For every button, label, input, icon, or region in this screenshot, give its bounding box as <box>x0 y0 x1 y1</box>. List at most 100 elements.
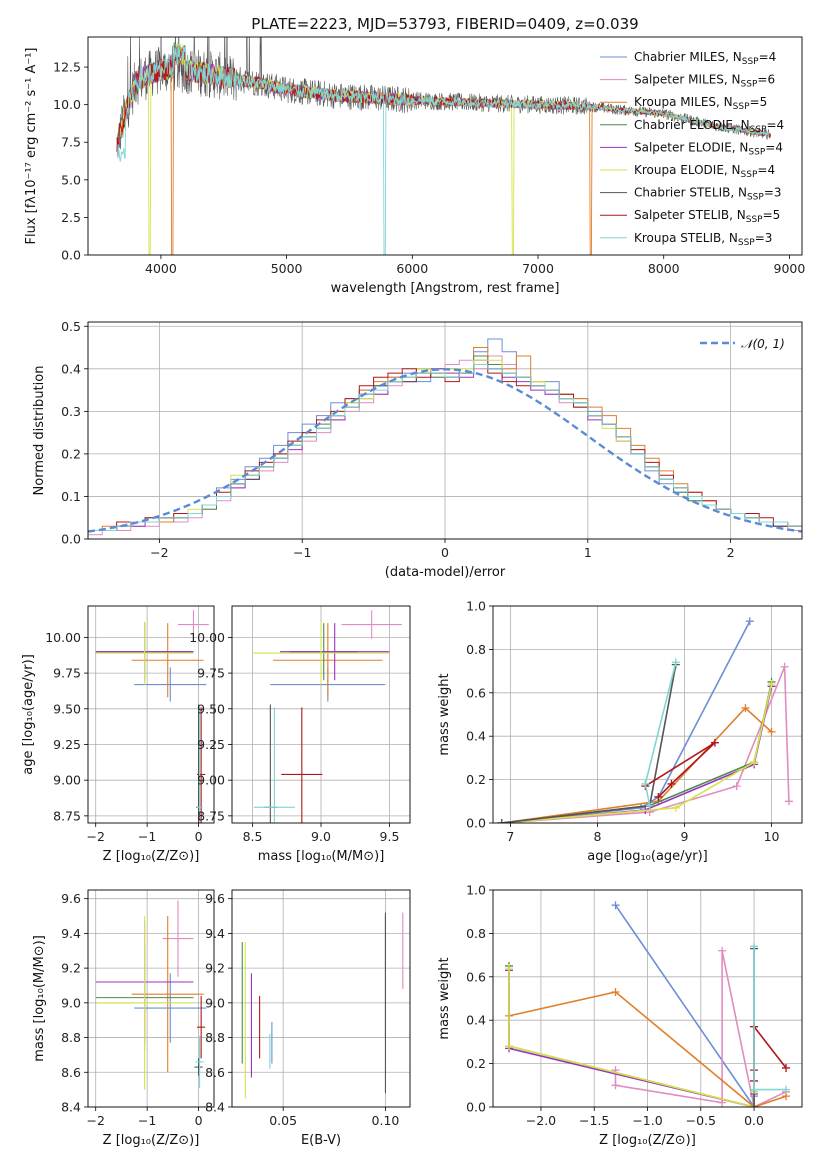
x-tick-label: 8000 <box>648 261 680 276</box>
x-tick-label: 8 <box>593 829 601 844</box>
x-tick-label: −1.5 <box>579 1113 609 1128</box>
x-tick-label: −1 <box>138 1113 156 1128</box>
y-tick-label: 0.8 <box>466 926 486 941</box>
y-tick-label: 0.0 <box>466 816 486 831</box>
age_vs_Z-axes: −2 −1 0 8.75 9.00 9.25 9.50 9.75 10.00 Z [log₁₀(Z… <box>21 605 215 864</box>
y-tick-label: 0.4 <box>61 361 81 376</box>
plus-marker <box>611 1081 620 1090</box>
weight-series-1 <box>501 666 790 823</box>
residuals-marks <box>88 338 802 539</box>
x-tick-label: −2.0 <box>526 1113 556 1128</box>
spectrum-axes: 4000 5000 6000 7000 8000 9000 0.0 2.5 5.0 7.5 10.0… <box>24 15 805 296</box>
plus-marker <box>782 1063 791 1072</box>
mass_vs_Z-panel: −2 −1 0 8.4 8.6 8.8 9.0 9.2 9.4 9.6 Z [log₁₀(Z/Z⊙)… <box>32 889 215 1148</box>
x-tick-label: −0.5 <box>686 1113 716 1128</box>
y-tick-label: 0.0 <box>61 248 81 263</box>
legend: Chabrier MILES, NSSP=4 Salpeter MILES, NS… <box>600 50 784 248</box>
y-tick-label: 0.2 <box>466 1056 486 1071</box>
plus-marker <box>718 946 727 955</box>
weight_vs_Z-axes: −2.0 −1.5 −1.0 −0.5 0.0 0.0 0.2 0.4 0.6 0.8 1.0 Z [… <box>437 883 803 1148</box>
x-tick-label: 0 <box>441 545 449 560</box>
y-axis-label: mass [log₁₀(M/M⊙)] <box>32 935 47 1062</box>
weight_vs_age-marks <box>497 617 793 823</box>
plus-marker <box>611 987 620 996</box>
age_vs_mass-marks <box>252 610 402 823</box>
age_vs_Z-marks <box>95 610 209 823</box>
y-tick-label: 0.6 <box>466 969 486 984</box>
y-tick-label: 0.2 <box>61 446 81 461</box>
x-tick-label: 0.05 <box>269 1113 297 1128</box>
legend-entry: 𝒩(0, 1) <box>741 337 785 351</box>
plus-marker <box>504 964 513 973</box>
y-tick-label: 8.75 <box>197 808 225 823</box>
y-tick-label: 9.0 <box>205 995 225 1010</box>
axes-frame <box>87 36 803 256</box>
x-tick-label: −1 <box>293 545 311 560</box>
y-tick-label: 9.75 <box>53 666 81 681</box>
plus-marker <box>767 680 776 689</box>
y-tick-label: 0.0 <box>466 1100 486 1115</box>
plus-marker <box>745 617 754 626</box>
plus-marker <box>611 901 620 910</box>
age_vs_mass-panel: 8.5 9.0 9.5 8.75 9.00 9.25 9.50 9.75 10.00 mass [… <box>189 605 411 864</box>
y-tick-label: 8.8 <box>205 1030 225 1045</box>
age_vs_mass-axes: 8.5 9.0 9.5 8.75 9.00 9.25 9.50 9.75 10.00 mass [… <box>189 605 411 864</box>
mass_vs_Z-marks <box>95 900 207 1090</box>
x-tick-label: 5000 <box>271 261 303 276</box>
y-tick-label: 12.5 <box>53 60 81 75</box>
y-tick-label: 9.0 <box>61 995 81 1010</box>
x-axis-label: (data-model)/error <box>385 565 506 580</box>
y-tick-label: 0.8 <box>466 642 486 657</box>
mass_vs_EBV-axes: 0.05 0.10 8.4 8.6 8.8 9.0 9.2 9.4 9.6 E(B-V) <box>205 889 411 1148</box>
legend-entry: Salpeter MILES, NSSP=6 <box>634 73 775 90</box>
y-tick-label: 1.0 <box>466 883 486 898</box>
spectrum-marks <box>116 37 772 255</box>
weight-series-4 <box>508 970 755 1107</box>
weight_vs_Z-panel: −2.0 −1.5 −1.0 −0.5 0.0 0.0 0.2 0.4 0.6 0.8 1.0 Z [… <box>437 883 803 1148</box>
y-tick-label: 0.4 <box>466 1013 486 1028</box>
mass_vs_EBV-marks <box>241 912 404 1099</box>
legend-entry: Chabrier MILES, NSSP=4 <box>634 50 776 67</box>
plus-marker <box>671 803 680 812</box>
plus-marker <box>784 797 793 806</box>
y-tick-label: 8.6 <box>61 1065 81 1080</box>
y-tick-label: 8.75 <box>53 808 81 823</box>
y-tick-label: 8.6 <box>205 1065 225 1080</box>
y-tick-label: 9.00 <box>197 773 225 788</box>
x-tick-label: 0 <box>195 829 203 844</box>
x-tick-label: 4000 <box>145 261 177 276</box>
x-tick-label: 9000 <box>774 261 806 276</box>
legend-entry: Kroupa STELIB, NSSP=3 <box>634 231 772 248</box>
plus-marker <box>750 1103 759 1107</box>
y-tick-label: 10.0 <box>53 97 81 112</box>
weight_vs_age-panel: 7 8 9 10 0.0 0.2 0.4 0.6 0.8 1.0 age [log₁₀(age/yr… <box>437 599 803 864</box>
x-axis-label: wavelength [Angstrom, rest frame] <box>331 281 560 296</box>
y-tick-label: 5.0 <box>61 172 81 187</box>
y-axis-label: Normed distribution <box>32 366 47 496</box>
y-tick-label: 10.00 <box>45 630 81 645</box>
plus-marker <box>654 792 663 801</box>
weight-series-5 <box>508 968 755 1107</box>
mass_vs_EBV-panel: 0.05 0.10 8.4 8.6 8.8 9.0 9.2 9.4 9.6 E(B-V) <box>205 889 411 1148</box>
x-tick-label: 0 <box>195 1113 203 1128</box>
plus-marker <box>782 1085 791 1094</box>
plus-marker <box>504 1042 513 1051</box>
x-tick-label: 2 <box>727 545 735 560</box>
x-tick-label: 7 <box>506 829 514 844</box>
y-tick-label: 0.2 <box>466 772 486 787</box>
axes-frame <box>231 889 411 1108</box>
weight-series-4 <box>501 686 773 823</box>
x-tick-label: −2 <box>150 545 168 560</box>
plus-marker <box>741 703 750 712</box>
x-tick-label: −2 <box>86 829 104 844</box>
y-axis-label: mass weight <box>437 673 452 755</box>
axes-frame <box>492 605 803 824</box>
plus-marker <box>641 779 650 788</box>
x-tick-label: 0.0 <box>744 1113 764 1128</box>
y-tick-label: 9.6 <box>61 891 81 906</box>
x-axis-label: E(B-V) <box>301 1133 341 1148</box>
y-tick-label: 0.3 <box>61 404 81 419</box>
axes-frame <box>87 889 215 1108</box>
legend-entry: Chabrier ELODIE, NSSP=4 <box>634 118 784 135</box>
weight-series-3 <box>501 681 773 823</box>
